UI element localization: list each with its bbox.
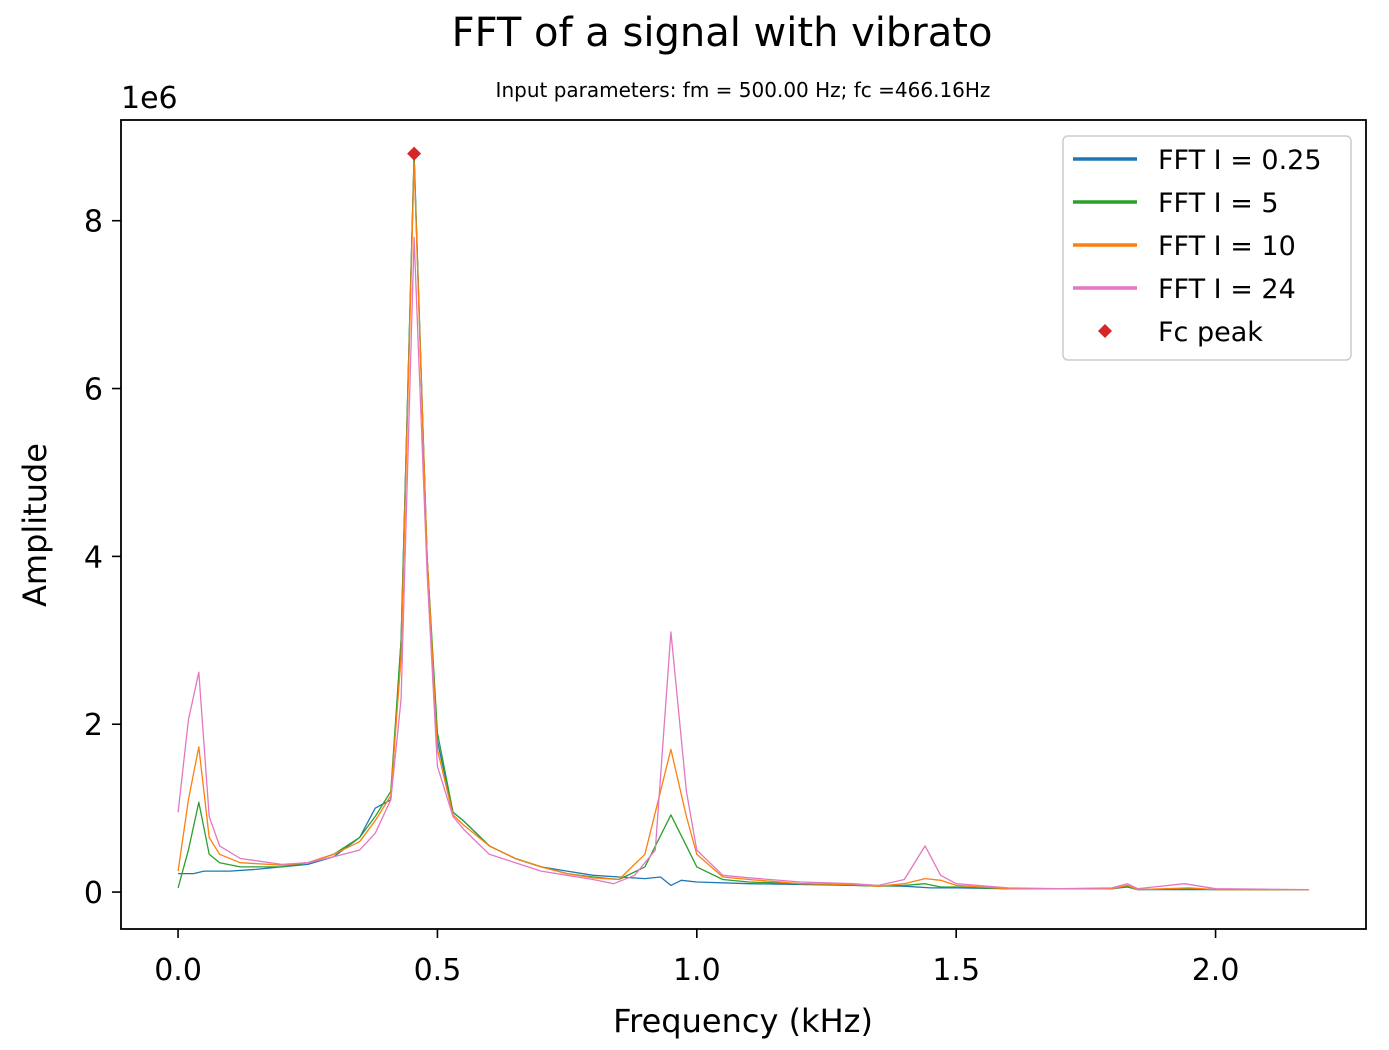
y-tick-label: 0 [84,876,103,911]
x-tick-label: 1.0 [673,953,721,988]
y-axis: 0 2 4 6 8 [84,205,121,911]
y-tick-label: 2 [84,708,103,743]
legend: FFT I = 0.25 FFT I = 5 FFT I = 10 FFT I = 2… [1062,135,1352,361]
fc-peak-marker [407,146,422,161]
x-tick-label: 0.5 [414,953,462,988]
y-tick-label: 4 [84,540,103,575]
legend-entry-label: FFT I = 0.25 [1158,145,1322,176]
legend-entry-label: Fc peak [1158,317,1263,348]
y-offset-label: 1e6 [121,81,178,116]
legend-entry-label: FFT I = 5 [1158,188,1279,219]
y-tick-label: 6 [84,373,103,408]
marker-layer [407,146,422,161]
legend-entry-label: FFT I = 10 [1158,231,1296,262]
series-line-3 [177,161,1309,891]
series-layer [177,152,1309,891]
y-tick-label: 8 [84,205,103,240]
series-line-4 [177,236,1309,891]
x-tick-label: 2.0 [1192,953,1240,988]
legend-swatch-marker [1098,324,1112,338]
x-tick-label: 0.0 [154,953,202,988]
x-tick-label: 1.5 [932,953,980,988]
legend-box [1062,135,1352,361]
x-axis: 0.0 0.5 1.0 1.5 2.0 [154,929,1239,988]
chart-subtitle: Input parameters: fm = 500.00 Hz; fc =46… [496,78,991,102]
x-axis-label: Frequency (kHz) [613,1002,873,1040]
chart-title: FFT of a signal with vibrato [452,10,993,56]
legend-entry-label: FFT I = 24 [1158,274,1296,305]
y-axis-label: Amplitude [16,443,54,607]
